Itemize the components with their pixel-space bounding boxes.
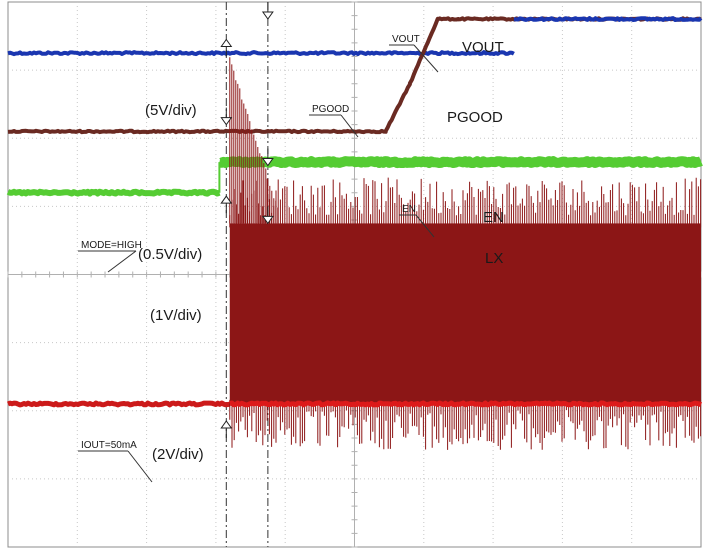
scale-label-5v: (5V/div)	[145, 102, 197, 119]
scale-label-1v: (1V/div)	[150, 307, 202, 324]
channel-label-vout: VOUT	[462, 39, 504, 56]
traces	[6, 16, 704, 450]
trace-lx-baseline	[229, 400, 703, 408]
annotation-iout: IOUT=50mA	[81, 440, 137, 451]
trigger-arrow	[261, 11, 274, 20]
trace-en-high	[216, 156, 704, 169]
trigger-arrow	[220, 195, 233, 204]
trace-lx-band	[229, 223, 701, 404]
annotation-iout-leader	[127, 450, 153, 483]
annotation-pgood: PGOOD	[312, 104, 349, 115]
trigger-arrow	[220, 117, 233, 126]
channel-label-lx: LX	[485, 250, 503, 267]
trigger-arrow	[220, 420, 233, 429]
trace-lx-low	[6, 400, 231, 408]
scale-label-0p5v: (0.5V/div)	[138, 246, 202, 263]
annotation-mode-high: MODE=HIGH	[81, 240, 142, 251]
channel-label-en: EN	[483, 209, 504, 226]
annotation-vout-leader	[413, 44, 439, 73]
trace-pgood	[7, 50, 515, 57]
trace-vout-blue	[513, 16, 703, 22]
annotation-vout: VOUT	[392, 34, 420, 45]
trigger-arrows	[220, 2, 274, 438]
channel-label-pgood: PGOOD	[447, 109, 503, 126]
scale-label-2v: (2V/div)	[152, 446, 204, 463]
trigger-arrow	[220, 38, 233, 47]
annotation-en: EN	[402, 204, 416, 215]
trigger-arrow	[261, 158, 274, 167]
annotation-pgood-leader	[340, 114, 359, 138]
trace-lx-startup-ringing	[229, 57, 279, 224]
annotation-mode-high-leader	[107, 250, 137, 273]
trigger-arrow	[261, 215, 274, 225]
annotation-en-leader	[415, 214, 435, 238]
trace-en	[6, 188, 221, 197]
